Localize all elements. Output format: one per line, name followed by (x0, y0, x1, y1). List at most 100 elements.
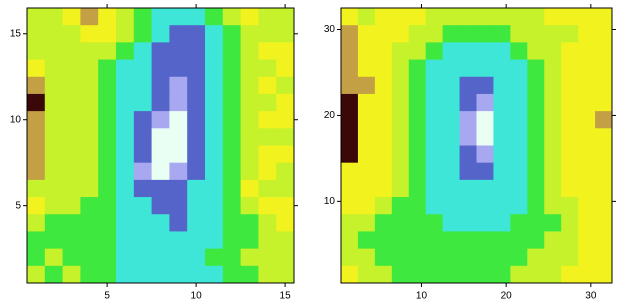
heat-cell (425, 231, 444, 250)
heat-cell (391, 265, 410, 284)
heat-cell (476, 214, 494, 232)
heat-cell (442, 265, 461, 284)
heat-cell (169, 42, 188, 61)
heat-cell (341, 111, 359, 129)
heat-cell (151, 145, 170, 164)
heat-cell (391, 162, 410, 181)
heat-cell (151, 111, 170, 129)
heat-cell (544, 128, 562, 146)
heat-cell (62, 111, 81, 129)
heat-cell (44, 59, 64, 78)
heat-cell (240, 214, 259, 232)
heat-cell (205, 8, 224, 26)
heat-cell (187, 76, 206, 95)
heat-cell (544, 25, 562, 43)
y-tick-label: 30 (324, 24, 336, 35)
heat-cell (27, 179, 46, 198)
heat-cell (357, 25, 376, 43)
heat-cell (374, 42, 393, 61)
heat-cell (527, 162, 545, 181)
heat-cell (222, 93, 242, 112)
heat-cell (476, 111, 494, 129)
heat-cell (595, 265, 613, 284)
heat-cell (425, 93, 444, 112)
heat-cell (116, 42, 135, 61)
heat-cell (258, 8, 277, 26)
heat-cell (222, 8, 242, 26)
x-tick-label: 15 (280, 291, 292, 302)
heat-cell (80, 162, 99, 181)
heat-cell (527, 93, 545, 112)
heat-cell (510, 162, 528, 181)
heat-cell (510, 25, 528, 43)
heat-cell (27, 8, 46, 26)
heat-cell (258, 145, 277, 164)
x-tick-label: 30 (585, 291, 597, 302)
heat-cell (44, 128, 64, 146)
heat-cell (425, 265, 444, 284)
heat-cell (98, 231, 117, 250)
heat-cell (425, 179, 444, 198)
heat-cell (44, 162, 64, 181)
heat-cell (425, 42, 444, 61)
heat-cell (258, 42, 277, 61)
heat-cell (276, 111, 295, 129)
heat-cell (98, 42, 117, 61)
heat-cell (341, 162, 359, 181)
heat-cell (391, 8, 410, 26)
heat-cell (544, 179, 562, 198)
heat-cell (169, 128, 188, 146)
heat-cell (133, 231, 153, 250)
heat-cell (44, 145, 64, 164)
heat-cell (510, 128, 528, 146)
heat-cell (44, 25, 64, 43)
heat-cell (116, 248, 135, 267)
heat-cell (561, 197, 579, 215)
heat-cell (527, 265, 545, 284)
heat-cell (391, 197, 410, 215)
heat-cell (341, 93, 359, 112)
heat-cell (510, 76, 528, 95)
heat-cell (561, 128, 579, 146)
heat-cell (578, 197, 596, 215)
heat-cell (116, 231, 135, 250)
heat-cell (544, 214, 562, 232)
heat-cell (133, 197, 153, 215)
heat-cell (98, 8, 117, 26)
heat-cell (222, 145, 242, 164)
heat-cell (408, 42, 427, 61)
heat-cell (151, 231, 170, 250)
heat-cell (493, 265, 511, 284)
heat-cell (341, 145, 359, 164)
heat-cell (222, 162, 242, 181)
heat-cell (544, 231, 562, 250)
heat-cell (595, 42, 613, 61)
heat-cell (222, 248, 242, 267)
heat-cell (391, 214, 410, 232)
heat-cell (408, 111, 427, 129)
heat-cell (187, 111, 206, 129)
heat-cell (527, 179, 545, 198)
heat-cell (240, 59, 259, 78)
heat-cell (391, 25, 410, 43)
heat-cell (442, 145, 461, 164)
heat-cell (62, 76, 81, 95)
heat-cell (341, 76, 359, 95)
heat-cell (561, 265, 579, 284)
heat-cell (205, 59, 224, 78)
heat-cell (391, 248, 410, 267)
heat-cell (544, 111, 562, 129)
heat-cell (258, 265, 277, 284)
heat-cell (276, 93, 295, 112)
heat-cell (374, 8, 393, 26)
heat-cell (561, 42, 579, 61)
heat-cell (459, 76, 477, 95)
heat-cell (80, 248, 99, 267)
heat-cell (341, 128, 359, 146)
heat-cell (374, 59, 393, 78)
heat-cell (240, 145, 259, 164)
heat-cell (222, 42, 242, 61)
heat-cell (133, 8, 153, 26)
heat-cell (391, 111, 410, 129)
heat-cell (205, 179, 224, 198)
